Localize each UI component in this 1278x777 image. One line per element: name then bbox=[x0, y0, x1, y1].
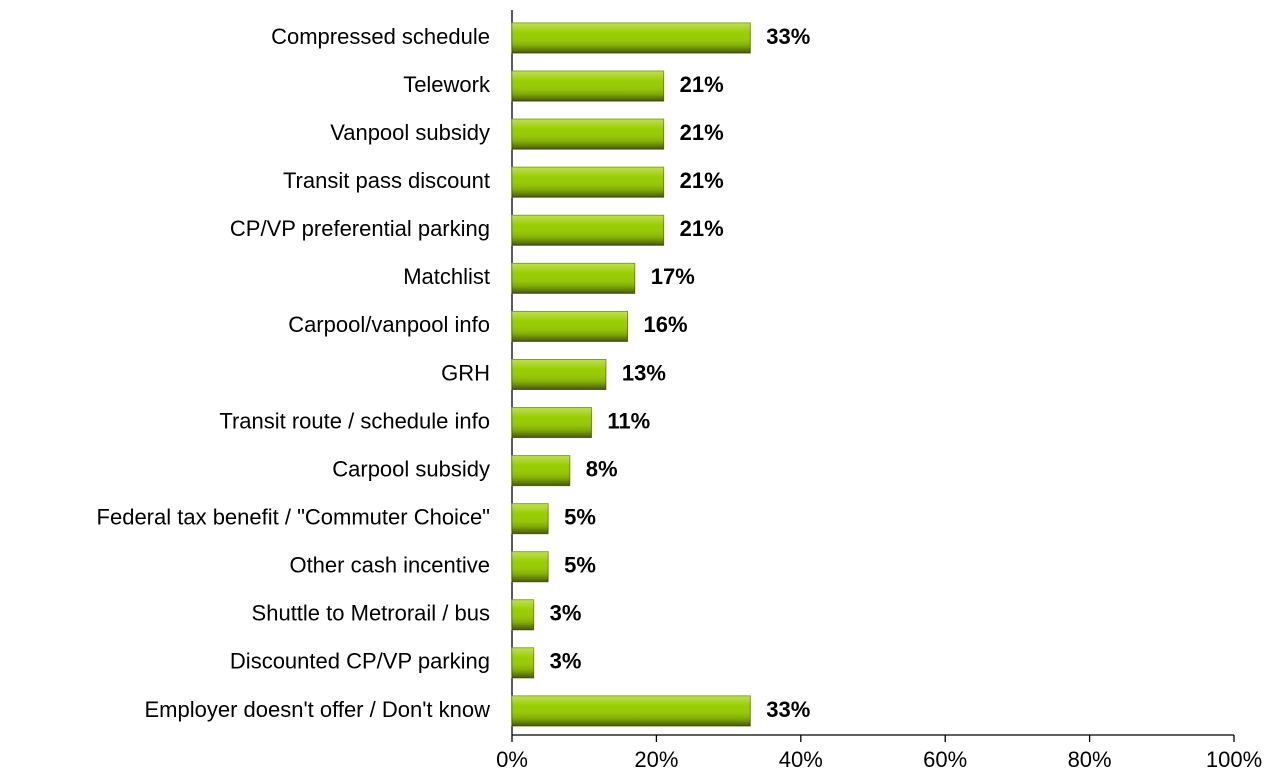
value-label: 3% bbox=[550, 601, 582, 626]
bar-shade bbox=[512, 455, 570, 486]
value-label: 5% bbox=[564, 553, 596, 578]
bar-shade bbox=[512, 599, 534, 630]
bar-shade bbox=[512, 167, 664, 198]
y-tick-label: Shuttle to Metrorail / bus bbox=[252, 601, 490, 626]
bar bbox=[511, 599, 535, 631]
y-tick-label: GRH bbox=[441, 360, 490, 385]
y-tick-label: Transit route / schedule info bbox=[219, 408, 490, 433]
y-tick-label: Compressed schedule bbox=[271, 24, 490, 49]
y-tick-label: Matchlist bbox=[403, 264, 490, 289]
value-label: 21% bbox=[680, 120, 724, 145]
bar bbox=[511, 214, 665, 246]
y-tick-label: Vanpool subsidy bbox=[330, 120, 490, 145]
bar bbox=[511, 503, 549, 535]
value-label: 33% bbox=[766, 24, 810, 49]
value-label: 21% bbox=[680, 72, 724, 97]
value-label: 21% bbox=[680, 216, 724, 241]
value-label: 11% bbox=[607, 408, 650, 433]
y-tick-label: Carpool/vanpool info bbox=[288, 312, 490, 337]
bar-shade bbox=[512, 503, 549, 534]
bar bbox=[511, 551, 549, 583]
x-tick-label: 60% bbox=[923, 747, 967, 772]
bar bbox=[511, 118, 665, 150]
bar bbox=[511, 22, 751, 54]
bar bbox=[511, 70, 665, 102]
value-label: 17% bbox=[651, 264, 695, 289]
x-tick-label: 40% bbox=[779, 747, 823, 772]
value-label: 3% bbox=[550, 649, 582, 674]
y-tick-label: Employer doesn't offer / Don't know bbox=[144, 697, 490, 722]
bar-shade bbox=[512, 551, 549, 582]
value-label: 5% bbox=[564, 505, 596, 530]
x-tick-label: 0% bbox=[496, 747, 528, 772]
y-tick-label: Carpool subsidy bbox=[332, 456, 490, 481]
bar bbox=[511, 310, 629, 342]
bar bbox=[511, 647, 535, 679]
bar-shade bbox=[512, 23, 751, 54]
bar-shade bbox=[512, 695, 751, 726]
bar bbox=[511, 359, 607, 390]
bar-shade bbox=[512, 263, 635, 294]
bar bbox=[511, 262, 636, 294]
y-tick-label: Federal tax benefit / "Commuter Choice" bbox=[97, 505, 490, 530]
bar-shade bbox=[512, 647, 534, 678]
value-label: 16% bbox=[644, 312, 688, 337]
bar bbox=[511, 166, 665, 198]
bar bbox=[511, 407, 592, 439]
bar-shade bbox=[512, 71, 664, 102]
value-label: 21% bbox=[680, 168, 724, 193]
y-tick-label: Discounted CP/VP parking bbox=[230, 649, 490, 674]
x-tick-label: 100% bbox=[1206, 747, 1262, 772]
bar bbox=[511, 695, 751, 727]
x-tick-label: 20% bbox=[634, 747, 678, 772]
bar-shade bbox=[512, 359, 606, 390]
y-tick-label: Telework bbox=[403, 72, 491, 97]
y-tick-label: Other cash incentive bbox=[289, 553, 490, 578]
y-tick-label: CP/VP preferential parking bbox=[230, 216, 490, 241]
value-label: 33% bbox=[766, 697, 810, 722]
bar-shade bbox=[512, 215, 664, 246]
bar-shade bbox=[512, 407, 592, 438]
x-tick-label: 80% bbox=[1068, 747, 1112, 772]
bar bbox=[511, 455, 571, 487]
y-tick-label: Transit pass discount bbox=[283, 168, 490, 193]
value-label: 13% bbox=[622, 360, 666, 385]
value-label: 8% bbox=[586, 456, 618, 481]
bar-shade bbox=[512, 311, 628, 342]
bar-shade bbox=[512, 119, 664, 150]
